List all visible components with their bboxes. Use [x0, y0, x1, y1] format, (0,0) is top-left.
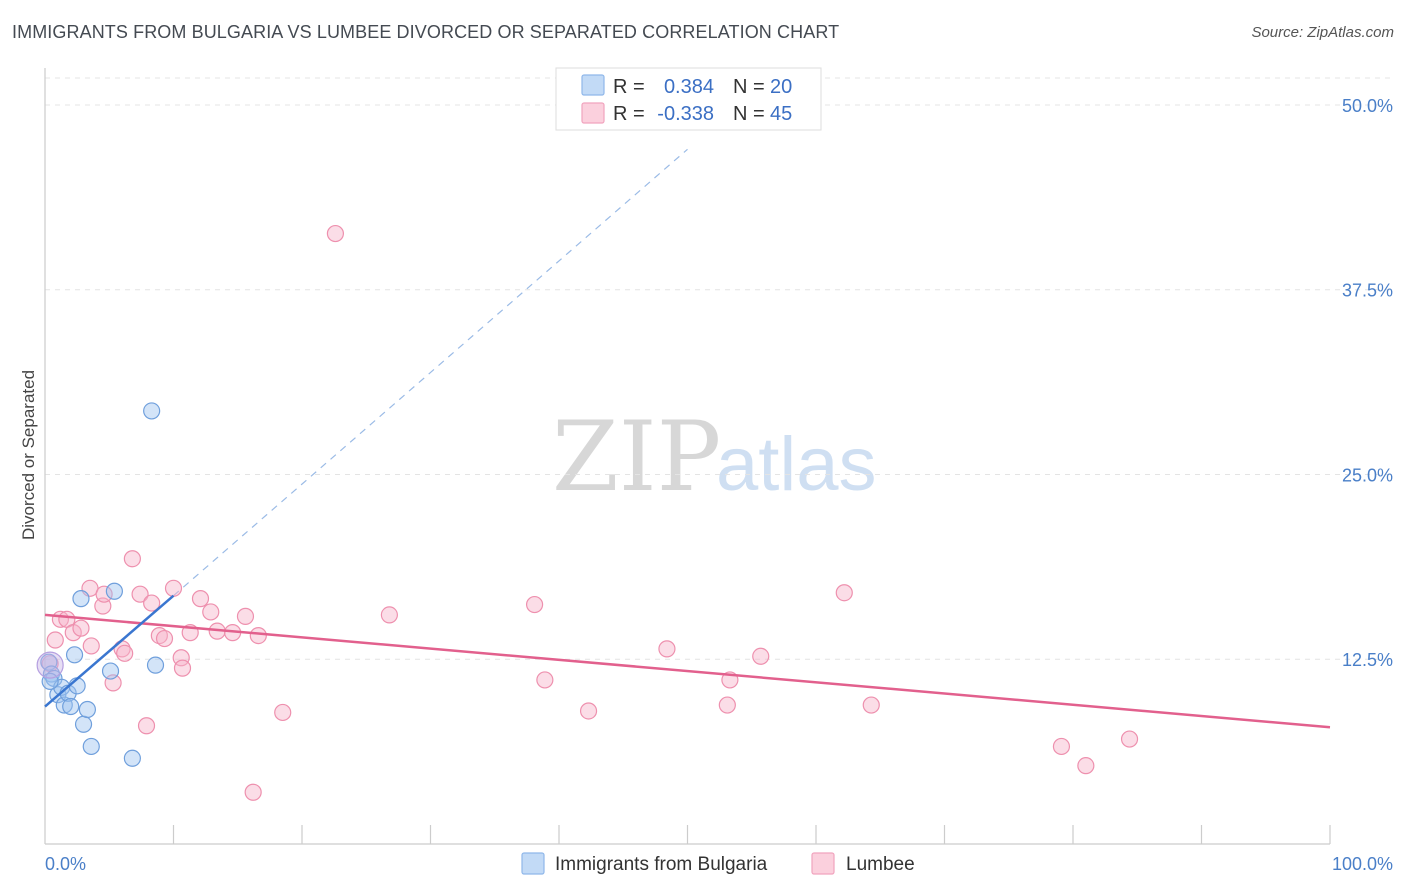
point-bulgaria	[62, 697, 80, 716]
gridlines	[45, 77, 1393, 660]
legend-n-label-bulgaria: N =	[733, 76, 765, 98]
series-legend-swatch-lumbee	[811, 852, 835, 875]
point-bulgaria	[101, 662, 120, 680]
point-lumbee	[1120, 730, 1139, 748]
point-lumbee	[326, 224, 345, 243]
x-tick-label-max: 100.0%	[1332, 854, 1393, 874]
legend-swatch-lumbee	[581, 102, 605, 124]
chart-title: IMMIGRANTS FROM BULGARIA VS LUMBEE DIVOR…	[12, 22, 840, 42]
series-legend-label-bulgaria: Immigrants from Bulgaria	[555, 854, 768, 875]
watermark-zip: ZIP	[552, 401, 721, 513]
point-lumbee	[95, 585, 113, 603]
point-bulgaria	[143, 402, 161, 420]
trend-line-bulgaria-extension	[173, 148, 688, 597]
point-lumbee	[525, 595, 544, 614]
series-legend-swatch-bulgaria	[521, 852, 545, 875]
watermark-atlas: atlas	[716, 422, 877, 507]
watermark: ZIP atlas	[552, 401, 877, 513]
series-legend-label-lumbee: Lumbee	[846, 854, 915, 875]
data-points	[36, 224, 1331, 801]
point-lumbee	[137, 717, 156, 735]
point-lumbee	[1077, 757, 1095, 775]
point-lumbee	[274, 703, 292, 722]
legend-swatch-bulgaria	[581, 74, 605, 96]
point-lumbee	[249, 626, 267, 645]
point-lumbee	[202, 603, 220, 621]
legend-n-value-bulgaria: 20	[770, 76, 792, 98]
point-lumbee	[143, 594, 161, 612]
point-lumbee	[835, 584, 853, 602]
point-lumbee	[579, 702, 598, 720]
legend-n-label-lumbee: N =	[733, 103, 765, 125]
trend-line-bulgaria	[44, 594, 175, 708]
y-axis-title: Divorced or Separated	[19, 370, 38, 540]
point-lumbee	[72, 619, 90, 637]
point-lumbee	[244, 783, 262, 801]
legend-r-label-lumbee: R =	[613, 103, 645, 125]
point-lumbee	[191, 590, 210, 608]
point-lumbee	[862, 696, 880, 714]
point-bulgaria	[82, 737, 100, 756]
legend-r-label-bulgaria: R =	[613, 76, 645, 98]
point-bulgaria	[123, 749, 141, 767]
point-bulgaria	[65, 646, 84, 664]
point-lumbee	[164, 579, 183, 597]
point-lumbee	[380, 606, 398, 624]
point-lumbee	[46, 631, 64, 649]
legend-r-value-lumbee: -0.338	[657, 103, 714, 125]
y-tick-label: 50.0%	[1342, 96, 1393, 116]
trend-lines	[173, 148, 688, 597]
series-legend: Immigrants from Bulgaria Lumbee	[521, 852, 915, 875]
legend-r-value-bulgaria: 0.384	[664, 76, 714, 98]
point-cluster-overlap	[36, 651, 64, 679]
point-bulgaria	[146, 656, 165, 674]
point-lumbee	[536, 671, 554, 689]
point-bulgaria	[74, 715, 93, 733]
point-lumbee	[155, 629, 174, 648]
x-tick-label-min: 0.0%	[45, 854, 86, 874]
point-lumbee	[150, 626, 168, 645]
point-lumbee	[718, 696, 736, 714]
stats-legend: R = 0.384 N = 20 R = -0.338 N = 45	[555, 67, 822, 131]
point-lumbee	[1052, 737, 1071, 756]
point-lumbee	[116, 644, 134, 662]
point-lumbee	[173, 659, 192, 677]
point-lumbee	[752, 647, 770, 665]
point-lumbee	[658, 640, 676, 658]
point-bulgaria	[105, 582, 123, 600]
x-axis-ticks	[172, 825, 1331, 844]
y-tick-label: 37.5%	[1342, 281, 1393, 301]
y-tick-label: 25.0%	[1342, 465, 1393, 485]
point-lumbee	[131, 585, 149, 603]
trend-line-lumbee	[44, 613, 1331, 729]
y-tick-labels: 12.5% 25.0% 37.5% 50.0%	[1342, 96, 1393, 670]
y-tick-label: 12.5%	[1342, 650, 1393, 670]
point-lumbee	[123, 550, 141, 568]
point-lumbee	[82, 637, 100, 655]
legend-n-value-lumbee: 45	[770, 103, 792, 125]
point-lumbee	[236, 607, 255, 625]
source-label: Source: ZipAtlas.com	[1251, 24, 1394, 41]
point-bulgaria	[78, 700, 97, 719]
point-bulgaria	[72, 590, 90, 608]
